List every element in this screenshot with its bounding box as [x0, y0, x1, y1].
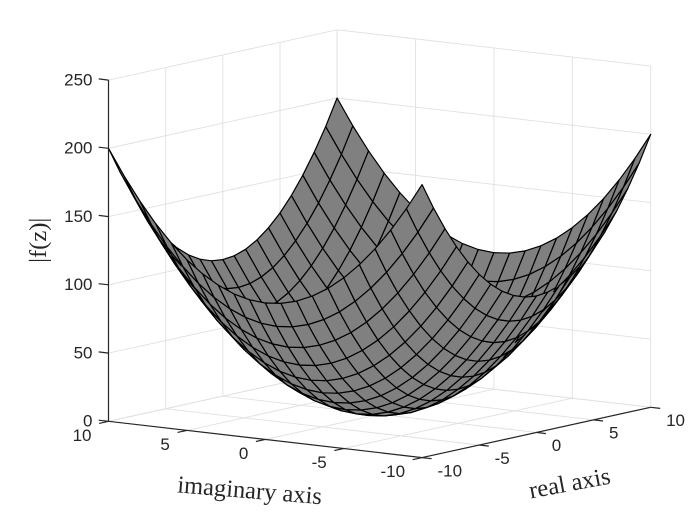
svg-text:|f(z)|: |f(z)|	[25, 218, 52, 263]
svg-text:10: 10	[666, 411, 685, 430]
svg-text:-5: -5	[312, 453, 327, 472]
svg-text:100: 100	[64, 275, 92, 294]
svg-text:5: 5	[160, 435, 169, 454]
svg-text:-10: -10	[438, 461, 463, 480]
svg-text:0: 0	[239, 444, 248, 463]
svg-text:250: 250	[64, 70, 92, 89]
svg-text:200: 200	[64, 139, 92, 158]
svg-text:0: 0	[552, 436, 561, 455]
svg-text:50: 50	[74, 343, 93, 362]
svg-text:150: 150	[64, 207, 92, 226]
svg-text:-5: -5	[495, 449, 510, 468]
svg-text:10: 10	[73, 426, 92, 445]
svg-text:5: 5	[609, 424, 618, 443]
svg-text:0: 0	[83, 412, 92, 431]
svg-text:-10: -10	[381, 462, 406, 481]
